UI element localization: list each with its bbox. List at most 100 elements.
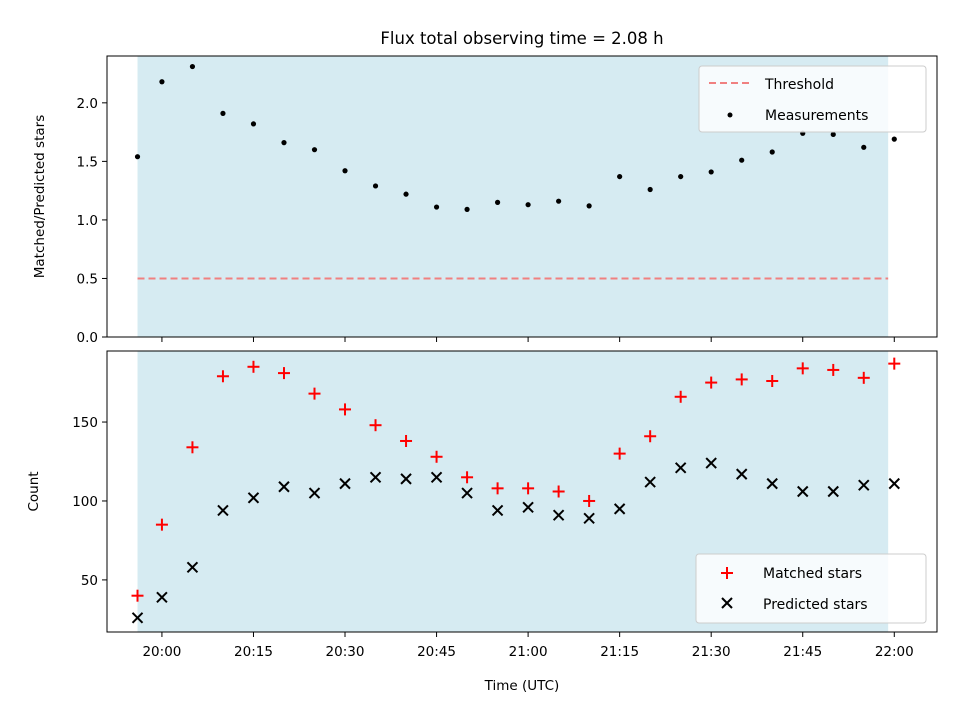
measurement-point bbox=[159, 79, 165, 85]
predicted-star-point bbox=[827, 485, 839, 498]
matched-star-point bbox=[857, 371, 870, 384]
predicted-star-point bbox=[674, 462, 687, 474]
bottom-xtick-label-7: 21:45 bbox=[783, 644, 822, 660]
matched-star-point bbox=[705, 376, 718, 389]
bottom-xtick-label-4: 21:00 bbox=[509, 644, 548, 660]
measurement-point bbox=[189, 63, 196, 70]
legend-threshold-label: Threshold bbox=[764, 77, 834, 93]
measurement-point bbox=[403, 191, 409, 197]
measurement-point bbox=[617, 173, 623, 180]
measurement-point bbox=[830, 131, 836, 138]
predicted-star-point bbox=[278, 481, 290, 493]
top-plot-frame bbox=[106, 55, 938, 338]
measurement-point bbox=[708, 169, 714, 175]
bottom-xtick-label-3: 20:45 bbox=[417, 644, 456, 660]
predicted-star-point bbox=[552, 509, 565, 521]
bottom-xtick-label-0: 20:00 bbox=[142, 644, 181, 660]
predicted-star-point bbox=[735, 468, 748, 480]
measurement-point bbox=[739, 157, 745, 163]
measurement-point bbox=[769, 149, 775, 155]
matched-star-point bbox=[796, 362, 809, 375]
predicted-star-point bbox=[247, 492, 260, 504]
predicted-star-point bbox=[583, 512, 595, 525]
matched-star-point bbox=[674, 390, 687, 403]
matched-star-point bbox=[552, 485, 565, 498]
top-panel: 0.00.51.01.52.0 Matched/Predicted stars … bbox=[32, 55, 938, 346]
bottom-xtick-label-8: 22:00 bbox=[875, 644, 914, 660]
legend-predicted-swatch bbox=[721, 597, 733, 609]
measurement-point bbox=[281, 140, 287, 146]
bottom-panel: 50 100 150 20:00 20:15 20:30 20:45 21:00 21:15 2… bbox=[26, 350, 938, 694]
legend-matched-swatch bbox=[721, 567, 733, 579]
top-ytick-label-4: 2.0 bbox=[77, 96, 98, 112]
matched-star-point bbox=[369, 419, 382, 432]
bottom-legend: Matched stars Predicted stars bbox=[695, 553, 927, 624]
predicted-star-point bbox=[217, 504, 229, 517]
legend-predicted-label: Predicted stars bbox=[763, 597, 868, 613]
top-ytick-label-3: 1.5 bbox=[77, 154, 98, 170]
measurement-point bbox=[464, 206, 470, 212]
predicted-star-point bbox=[308, 487, 321, 499]
top-y-axis-label: Matched/Predicted stars bbox=[32, 115, 48, 278]
matched-star-point bbox=[247, 360, 260, 373]
predicted-star-point bbox=[522, 501, 534, 513]
predicted-star-point bbox=[131, 612, 144, 624]
matched-star-point bbox=[583, 494, 596, 507]
predicted-star-point bbox=[430, 471, 443, 483]
matched-star-point bbox=[277, 367, 290, 380]
measurement-point bbox=[494, 199, 501, 205]
measurement-point bbox=[586, 203, 592, 209]
matched-star-point bbox=[155, 518, 168, 531]
top-ytick-label-0: 0.0 bbox=[77, 330, 98, 346]
predicted-star-point bbox=[491, 504, 504, 517]
chart-title: Flux total observing time = 2.08 h bbox=[380, 29, 663, 48]
measurement-point bbox=[556, 198, 562, 204]
predicted-star-point bbox=[400, 473, 412, 485]
predicted-star-point bbox=[461, 487, 473, 499]
bottom-ytick-label-0: 50 bbox=[81, 573, 98, 589]
predicted-star-point bbox=[797, 485, 809, 498]
matched-star-point bbox=[766, 374, 779, 387]
matched-star-point bbox=[430, 450, 443, 463]
top-legend-box bbox=[698, 65, 927, 133]
measurement-point bbox=[372, 183, 379, 189]
legend-measurements-label: Measurements bbox=[765, 108, 868, 124]
matched-star-point bbox=[888, 357, 901, 370]
matched-star-point bbox=[522, 482, 535, 495]
matched-star-point bbox=[339, 403, 352, 416]
measurement-point bbox=[861, 144, 867, 150]
matched-star-point bbox=[613, 447, 626, 460]
measurement-point bbox=[891, 136, 897, 142]
predicted-star-point bbox=[766, 477, 778, 490]
bottom-plot-frame bbox=[106, 350, 938, 633]
bottom-y-axis-label: Count bbox=[26, 471, 42, 511]
top-ytick-label-2: 1.0 bbox=[77, 213, 98, 229]
matched-star-point bbox=[131, 589, 144, 602]
matched-star-point bbox=[644, 430, 657, 443]
bottom-legend-box bbox=[695, 553, 927, 624]
predicted-star-point bbox=[339, 477, 351, 490]
matched-star-point bbox=[735, 373, 748, 386]
bottom-ytick-label-2: 150 bbox=[72, 415, 98, 431]
measurement-point bbox=[647, 186, 653, 193]
predicted-star-point bbox=[613, 503, 626, 515]
top-legend: Threshold Measurements bbox=[698, 65, 927, 133]
measurement-point bbox=[250, 121, 257, 127]
measurement-point bbox=[525, 202, 531, 208]
legend-matched-label: Matched stars bbox=[763, 566, 862, 582]
bottom-xtick-label-6: 21:30 bbox=[692, 644, 731, 660]
predicted-star-point bbox=[156, 591, 168, 603]
bottom-xtick-label-2: 20:30 bbox=[326, 644, 365, 660]
predicted-star-point bbox=[369, 471, 382, 483]
predicted-star-point bbox=[705, 457, 717, 469]
matched-star-point bbox=[491, 482, 504, 495]
predicted-star-point bbox=[888, 477, 900, 490]
matched-star-point bbox=[827, 363, 840, 376]
measurement-point bbox=[220, 110, 226, 116]
top-ytick-label-1: 0.5 bbox=[77, 271, 98, 287]
predicted-star-point bbox=[186, 561, 199, 573]
predicted-star-point bbox=[858, 479, 870, 491]
predicted-star-point bbox=[644, 476, 656, 488]
matched-star-point bbox=[308, 387, 321, 400]
